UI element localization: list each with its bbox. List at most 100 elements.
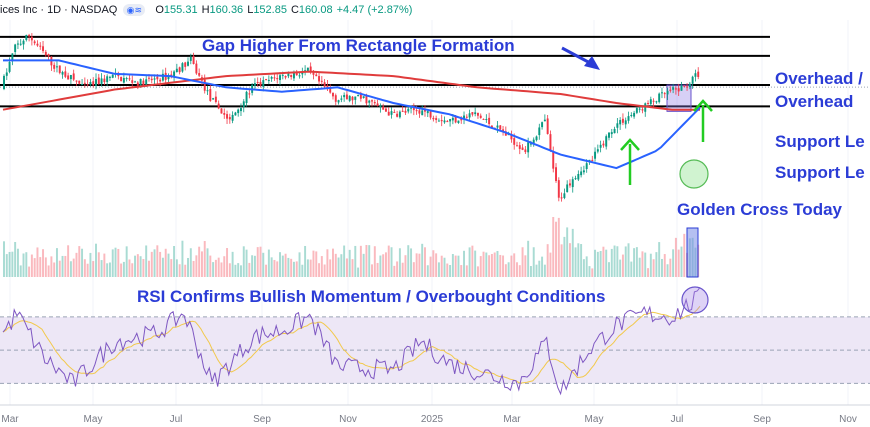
volume-bar <box>412 262 415 277</box>
candle-body <box>624 120 627 125</box>
volume-bar <box>415 253 418 277</box>
candle-body <box>351 96 354 101</box>
volume-bar <box>28 266 31 277</box>
volume-bar <box>560 244 563 277</box>
volume-bar <box>223 256 226 277</box>
candle-body <box>223 113 226 115</box>
volume-bar <box>649 253 652 277</box>
volume-bar <box>527 240 530 277</box>
volume-bar <box>588 266 591 277</box>
volume-bar <box>485 252 488 277</box>
candle-body <box>281 74 284 76</box>
candle-body <box>237 109 240 114</box>
volume-bar <box>131 263 134 277</box>
candle-body <box>398 111 401 118</box>
candle-body <box>647 102 650 104</box>
volume-bar <box>683 233 686 277</box>
volume-bar <box>58 260 61 277</box>
candlesticks <box>3 33 700 202</box>
volume-bar <box>279 252 281 277</box>
x-tick-label: Mar <box>503 414 521 425</box>
volume-bar <box>209 255 212 277</box>
volume-highlight <box>686 227 699 278</box>
volume-bar <box>61 255 64 277</box>
volume-bar <box>122 261 125 277</box>
currency-eye-icon[interactable]: ◉≋ <box>123 4 146 16</box>
candle-body <box>320 80 323 82</box>
candle-body <box>666 90 669 95</box>
candle-body <box>25 34 28 40</box>
volume-bar <box>3 241 5 277</box>
level-label-3: Support Le <box>775 132 865 151</box>
volume-bar <box>432 250 435 277</box>
volume-bar <box>571 228 574 277</box>
candle-body <box>368 100 371 103</box>
candle-body <box>488 117 491 125</box>
candle-body <box>42 46 45 52</box>
candle-body <box>468 113 471 118</box>
close-label: C <box>290 4 299 16</box>
volume-bar <box>334 253 337 277</box>
candle-body <box>265 79 268 81</box>
candle-body <box>354 96 357 100</box>
volume-bar <box>150 251 153 277</box>
candle-body <box>591 159 594 161</box>
candle-body <box>407 108 410 112</box>
volume-bar <box>265 264 268 277</box>
volume-bar <box>610 248 613 277</box>
candle-body <box>443 120 446 123</box>
candle-body <box>630 115 633 117</box>
volume-bar <box>125 246 128 277</box>
volume-bar <box>192 260 195 277</box>
volume-bar <box>599 251 602 277</box>
candle-body <box>610 132 613 135</box>
candle-body <box>89 82 92 85</box>
candle-body <box>541 122 544 128</box>
volume-bar <box>164 248 167 277</box>
volume-bar <box>633 248 636 277</box>
candle-body <box>555 167 557 181</box>
volume-bar <box>262 252 265 277</box>
candle-body <box>184 62 187 67</box>
candle-body <box>621 118 624 123</box>
candle-body <box>332 92 334 97</box>
candle-body <box>521 147 524 150</box>
candle-body <box>178 67 181 73</box>
candle-body <box>688 83 691 88</box>
candle-body <box>677 88 680 92</box>
candle-body <box>245 91 248 103</box>
volume-bar <box>404 255 407 277</box>
volume-bar <box>345 258 348 277</box>
candle-body <box>97 77 100 85</box>
symbol-name[interactable]: ices Inc · 1D · NASDAQ <box>0 4 118 16</box>
volume-bar <box>237 263 240 277</box>
candle-body <box>474 112 477 115</box>
volume-bar <box>134 255 137 277</box>
volume-bar <box>78 246 81 277</box>
volume-bar <box>518 265 521 277</box>
candle-body <box>228 117 231 120</box>
volume-bar <box>39 257 42 277</box>
candle-body <box>674 88 677 90</box>
volume-bar <box>568 243 571 277</box>
candle-body <box>206 90 209 92</box>
volume-bar <box>443 257 446 277</box>
volume-bar <box>42 249 45 277</box>
volume-bar <box>306 259 309 277</box>
candle-body <box>58 65 61 73</box>
candle-body <box>532 139 535 144</box>
volume-bar <box>273 259 276 277</box>
x-tick-label: 2025 <box>421 414 444 425</box>
candle-body <box>187 61 189 66</box>
candle-body <box>234 112 237 116</box>
volume-bar <box>53 262 56 277</box>
candle-body <box>538 127 541 136</box>
candle-body <box>680 85 683 91</box>
candle-body <box>568 183 571 186</box>
volume-bar <box>510 255 513 277</box>
volume-bar <box>563 236 566 277</box>
volume-bar <box>212 262 215 277</box>
volume-bar <box>156 245 159 277</box>
candle-body <box>226 114 229 119</box>
